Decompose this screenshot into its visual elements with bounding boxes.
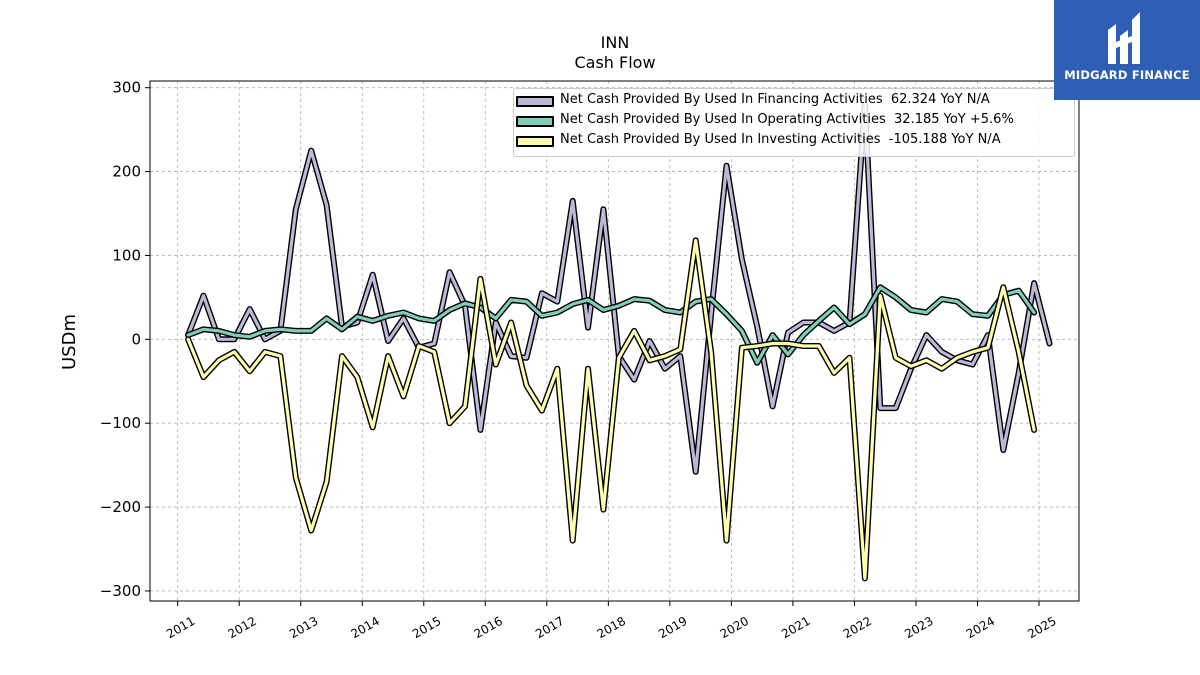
x-tick-label: 2021 <box>779 614 812 641</box>
series-line-0 <box>186 102 1052 474</box>
x-tick-label: 2014 <box>349 614 382 641</box>
y-tick-label: −300 <box>100 582 141 600</box>
x-tick-label: 2017 <box>533 614 566 641</box>
x-tick-label: 2012 <box>225 614 258 641</box>
chart-title: INN <box>601 33 630 52</box>
x-tick-label: 2015 <box>410 614 443 641</box>
series-line-2 <box>186 238 1036 581</box>
x-tick-label: 2013 <box>287 614 320 641</box>
x-tick-label: 2016 <box>472 614 505 641</box>
x-tick-label: 2022 <box>841 614 874 641</box>
legend-label-operating: Net Cash Provided By Used In Operating A… <box>560 112 1014 127</box>
midgard-logo-icon <box>1108 12 1140 64</box>
x-tick-label: 2020 <box>718 614 751 641</box>
legend-item-financing: Net Cash Provided By Used In Financing A… <box>514 91 1074 111</box>
midgard-finance-logo: MIDGARD FINANCE <box>1054 0 1200 100</box>
y-tick-label: 200 <box>112 163 141 181</box>
x-tick-label: 2024 <box>964 614 997 641</box>
x-tick-label: 2018 <box>595 614 628 641</box>
legend-swatch-operating <box>516 116 554 127</box>
legend-item-investing: Net Cash Provided By Used In Investing A… <box>514 131 1074 151</box>
legend-swatch-financing <box>516 96 554 107</box>
legend-label-investing: Net Cash Provided By Used In Investing A… <box>560 132 1001 147</box>
legend: Net Cash Provided By Used In Financing A… <box>513 88 1075 157</box>
y-tick-label: 300 <box>112 79 141 97</box>
brand-name: MIDGARD FINANCE <box>1064 68 1190 82</box>
x-tick-label: 2025 <box>1025 614 1058 641</box>
x-tick-label: 2023 <box>902 614 935 641</box>
x-tick-label: 2011 <box>164 614 197 641</box>
chart-subtitle: Cash Flow <box>574 53 655 72</box>
plot-frame <box>149 80 1080 602</box>
series-lines <box>185 101 1053 582</box>
y-tick-label: −100 <box>100 414 141 432</box>
y-axis-label: USDm <box>59 314 80 370</box>
series-outline-0 <box>185 101 1053 475</box>
legend-label-financing: Net Cash Provided By Used In Financing A… <box>560 92 990 107</box>
y-tick-label: −200 <box>100 498 141 516</box>
series-line-1 <box>186 285 1036 365</box>
y-tick-label: 0 <box>131 330 141 348</box>
legend-swatch-investing <box>516 136 554 147</box>
legend-item-operating: Net Cash Provided By Used In Operating A… <box>514 111 1074 131</box>
x-tick-label: 2019 <box>656 614 689 641</box>
y-tick-label: 100 <box>112 246 141 264</box>
